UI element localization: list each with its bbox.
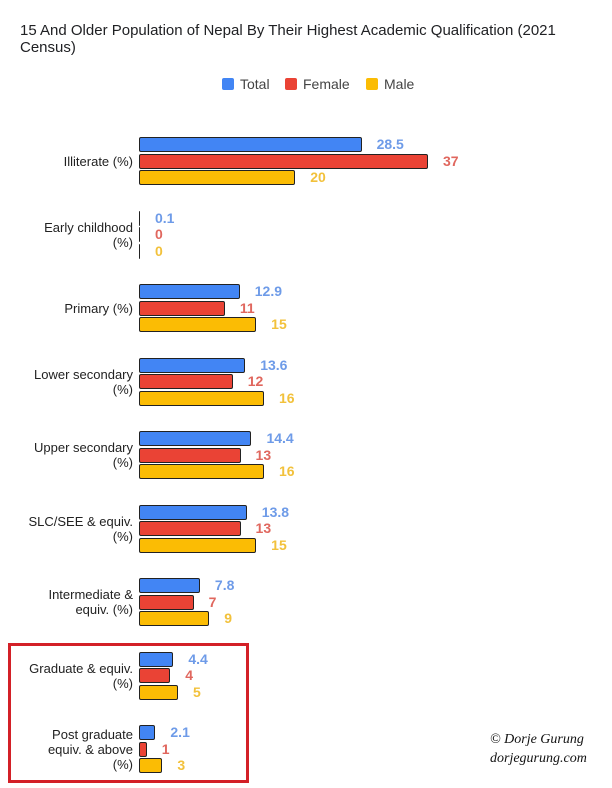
bar-male[interactable] xyxy=(139,758,163,773)
bar-female[interactable] xyxy=(139,374,233,389)
bar-male[interactable] xyxy=(139,243,141,259)
bar-total[interactable] xyxy=(139,431,252,446)
bar-total[interactable] xyxy=(139,504,247,520)
value-label-female: 1 xyxy=(161,740,170,757)
credit-name: © Dorje Gurung xyxy=(490,732,584,747)
category-label: SLC/SEE & equiv. (%) xyxy=(0,514,133,544)
legend-item-male[interactable]: Male xyxy=(366,76,414,92)
legend-item-total[interactable]: Total xyxy=(222,76,270,92)
category-label-line: (%) xyxy=(112,234,133,250)
bar-total[interactable] xyxy=(139,357,246,373)
category-label: Early childhood (%) xyxy=(0,220,133,250)
value-label-male: 9 xyxy=(224,610,233,626)
category-label-line: (%) xyxy=(112,528,133,544)
value-label-female: 0 xyxy=(155,226,163,242)
value-label-total: 13.8 xyxy=(261,503,290,520)
legend-item-female[interactable]: Female xyxy=(285,76,350,92)
value-label-total: 12.9 xyxy=(254,283,282,299)
category-label: Post graduate equiv. & above (%) xyxy=(0,727,133,772)
bar-female[interactable] xyxy=(139,447,241,463)
category-label: Intermediate & equiv. (%) xyxy=(0,587,133,617)
value-label-male: 0 xyxy=(155,242,163,259)
bar-female[interactable] xyxy=(139,741,147,757)
bar-female[interactable] xyxy=(139,594,194,610)
bar-total[interactable] xyxy=(139,578,200,593)
category-label: Lower secondary (%) xyxy=(0,367,133,397)
bar-total[interactable] xyxy=(139,137,362,152)
bar-male[interactable] xyxy=(139,537,257,553)
bar-female[interactable] xyxy=(139,300,225,316)
category-label-line: equiv. & above xyxy=(47,741,133,757)
bar-male[interactable] xyxy=(139,317,257,332)
value-label-total: 14.4 xyxy=(266,430,294,446)
value-label-male: 20 xyxy=(310,169,326,185)
value-label-male: 15 xyxy=(271,536,287,553)
bar-male[interactable] xyxy=(139,611,210,626)
category-label-line: (%) xyxy=(112,756,133,772)
legend-label-female: Female xyxy=(303,76,350,92)
value-label-female: 13 xyxy=(255,520,272,536)
category-label-line: Lower secondary xyxy=(34,366,133,382)
value-label-total: 13.6 xyxy=(260,356,288,373)
category-label-line: Graduate & equiv. xyxy=(29,660,133,676)
bar-male[interactable] xyxy=(139,170,296,185)
highlight-box xyxy=(8,643,249,783)
category-label-line: (%) xyxy=(112,675,133,691)
category-label-line: SLC/SEE & equiv. xyxy=(28,513,133,529)
legend-swatch-total xyxy=(222,78,234,90)
category-label: Upper secondary (%) xyxy=(0,440,133,470)
value-label-total: 7.8 xyxy=(214,577,235,593)
value-label-female: 7 xyxy=(208,593,217,610)
category-label-line: (%) xyxy=(112,381,133,397)
bar-male[interactable] xyxy=(139,390,264,406)
bar-female[interactable] xyxy=(139,521,241,536)
value-label-total: 28.5 xyxy=(376,136,404,152)
value-label-female: 11 xyxy=(239,299,255,316)
value-label-male: 16 xyxy=(278,463,295,479)
legend-swatch-female xyxy=(285,78,297,90)
value-label-male: 16 xyxy=(278,389,295,406)
legend-swatch-male xyxy=(366,78,378,90)
category-label-line: Intermediate & xyxy=(48,587,133,602)
bar-female[interactable] xyxy=(139,153,428,169)
bar-total[interactable] xyxy=(139,651,174,667)
legend-label-male: Male xyxy=(384,76,415,92)
value-label-female: 12 xyxy=(247,373,264,389)
bar-female[interactable] xyxy=(139,227,141,242)
credit: © Dorje Gurung dorjegurung.com xyxy=(490,730,587,768)
category-label-line: (%) xyxy=(112,455,133,470)
bar-total[interactable] xyxy=(139,210,141,226)
value-label-total: 4.4 xyxy=(188,650,208,667)
value-label-male: 15 xyxy=(271,316,287,332)
bar-total[interactable] xyxy=(139,284,240,299)
value-label-total: 2.1 xyxy=(170,724,190,740)
category-label: Graduate & equiv. (%) xyxy=(0,661,133,691)
credit-website: dorjegurung.com xyxy=(490,751,587,766)
category-label: Primary (%) xyxy=(0,301,133,316)
category-label-line: equiv. (%) xyxy=(75,602,133,617)
value-label-total: 0.1 xyxy=(155,209,175,226)
bar-male[interactable] xyxy=(139,684,179,700)
value-label-female: 37 xyxy=(443,152,459,169)
chart-title: 15 And Older Population of Nepal By Thei… xyxy=(20,22,556,56)
category-label-line: Early childhood xyxy=(44,219,133,235)
category-label-line: Upper secondary xyxy=(34,440,133,455)
bar-female[interactable] xyxy=(139,668,171,683)
bar-male[interactable] xyxy=(139,464,264,479)
value-label-male: 3 xyxy=(177,757,186,773)
chart-legend: Total Female Male xyxy=(0,76,612,94)
value-label-female: 13 xyxy=(255,446,272,463)
category-label-line: Post graduate xyxy=(52,726,133,742)
category-label-line: Primary (%) xyxy=(64,300,133,316)
value-label-male: 5 xyxy=(193,683,201,700)
legend-label-total: Total xyxy=(240,76,270,92)
bar-total[interactable] xyxy=(139,725,156,740)
value-label-female: 4 xyxy=(185,667,194,683)
category-label: Illiterate (%) xyxy=(0,154,133,169)
category-label-line: Illiterate (%) xyxy=(63,153,133,169)
